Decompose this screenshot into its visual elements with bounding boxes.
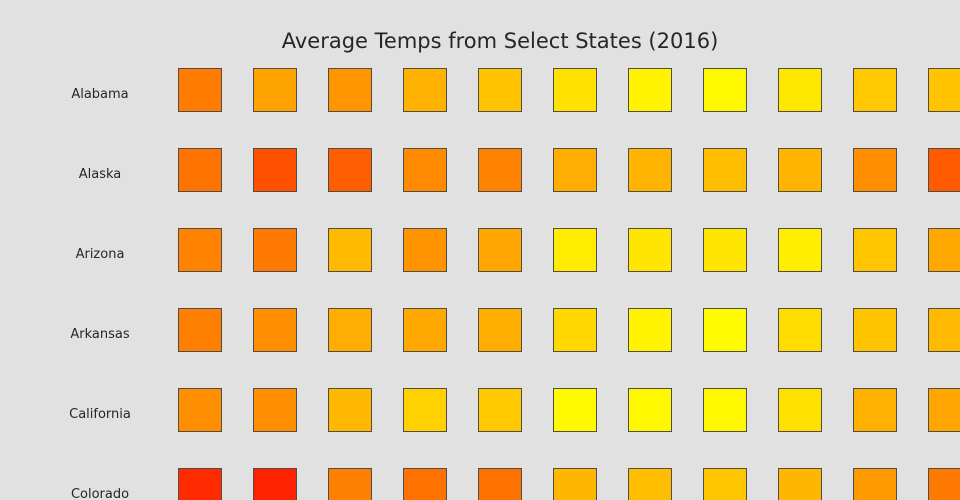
heatmap-cell — [928, 148, 960, 192]
chart-title: Average Temps from Select States (2016) — [281, 29, 719, 53]
heatmap-cell — [328, 468, 372, 500]
heatmap-cell — [778, 468, 822, 500]
row-label-arkansas: Arkansas — [70, 327, 130, 342]
heatmap-cell — [253, 388, 297, 432]
heatmap-cell — [703, 68, 747, 112]
heatmap-cell — [253, 468, 297, 500]
heatmap-cell — [628, 228, 672, 272]
heatmap-cell — [703, 228, 747, 272]
heatmap-cell — [628, 308, 672, 352]
heatmap-cell — [703, 388, 747, 432]
heatmap-cell — [703, 308, 747, 352]
heatmap-cell — [628, 68, 672, 112]
heatmap-cell — [928, 308, 960, 352]
heatmap-cell — [853, 148, 897, 192]
heatmap-cell — [178, 68, 222, 112]
heatmap-cell — [178, 308, 222, 352]
heatmap-cell — [328, 388, 372, 432]
heatmap-cell — [403, 68, 447, 112]
heatmap-cell — [778, 388, 822, 432]
heatmap-cell — [778, 228, 822, 272]
heatmap-cell — [178, 228, 222, 272]
heatmap-cell — [853, 468, 897, 500]
heatmap-cell — [778, 68, 822, 112]
heatmap-cell — [478, 148, 522, 192]
heatmap-cell — [553, 388, 597, 432]
heatmap-cell — [178, 388, 222, 432]
heatmap-cell — [628, 148, 672, 192]
heatmap-cell — [478, 468, 522, 500]
row-label-alabama: Alabama — [71, 87, 129, 102]
heatmap-cell — [853, 308, 897, 352]
heatmap-cell — [553, 148, 597, 192]
heatmap-cell — [778, 148, 822, 192]
heatmap-cell — [478, 388, 522, 432]
heatmap-cell — [553, 228, 597, 272]
heatmap-cell — [553, 308, 597, 352]
heatmap-cell — [403, 468, 447, 500]
heatmap-cell — [928, 68, 960, 112]
heatmap-cell — [928, 468, 960, 500]
heatmap-cell — [328, 228, 372, 272]
heatmap-cell — [328, 148, 372, 192]
heatmap-cell — [928, 228, 960, 272]
heatmap-cell — [703, 148, 747, 192]
heatmap-cell — [403, 228, 447, 272]
heatmap-cell — [253, 308, 297, 352]
heatmap-cell — [553, 68, 597, 112]
heatmap-cell — [478, 228, 522, 272]
row-label-arizona: Arizona — [75, 247, 125, 262]
row-label-colorado: Colorado — [70, 487, 130, 500]
heatmap-cell — [853, 388, 897, 432]
heatmap-cell — [778, 308, 822, 352]
heatmap-cell — [178, 468, 222, 500]
heatmap-cell — [478, 68, 522, 112]
heatmap-cell — [253, 68, 297, 112]
heatmap-cell — [478, 308, 522, 352]
heatmap-cell — [553, 468, 597, 500]
heatmap-cell — [253, 148, 297, 192]
row-label-california: California — [69, 407, 131, 422]
heatmap-cell — [328, 68, 372, 112]
heatmap-cell — [928, 388, 960, 432]
heatmap-cell — [178, 148, 222, 192]
heatmap-cell — [403, 388, 447, 432]
heatmap-cell — [853, 228, 897, 272]
heatmap-cell — [403, 308, 447, 352]
heatmap-cell — [628, 388, 672, 432]
heatmap-cell — [853, 68, 897, 112]
heatmap-cell — [403, 148, 447, 192]
heatmap-cell — [253, 228, 297, 272]
heatmap-cell — [703, 468, 747, 500]
row-label-alaska: Alaska — [78, 167, 122, 182]
heatmap-cell — [328, 308, 372, 352]
heatmap-cell — [628, 468, 672, 500]
